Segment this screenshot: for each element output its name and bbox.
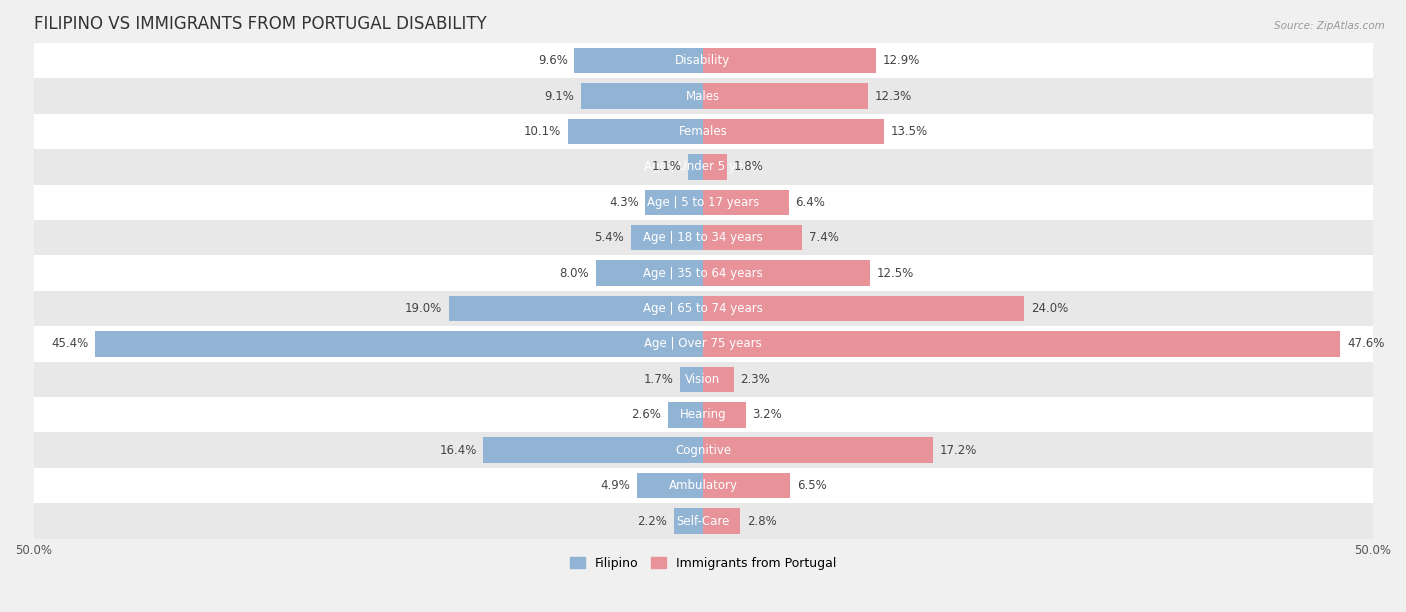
Legend: Filipino, Immigrants from Portugal: Filipino, Immigrants from Portugal [565, 551, 841, 575]
Bar [34, 433, 1372, 468]
Bar [34, 220, 1372, 255]
Text: 2.8%: 2.8% [747, 515, 778, 528]
Bar [34, 291, 1372, 326]
Text: 9.6%: 9.6% [538, 54, 568, 67]
Bar [703, 260, 870, 286]
Bar [34, 114, 1372, 149]
Text: 19.0%: 19.0% [405, 302, 441, 315]
Bar [34, 503, 1372, 539]
Bar [703, 190, 789, 215]
Bar [34, 255, 1372, 291]
Bar [34, 397, 1372, 433]
Text: 4.9%: 4.9% [600, 479, 631, 492]
Bar [96, 331, 703, 357]
Text: FILIPINO VS IMMIGRANTS FROM PORTUGAL DISABILITY: FILIPINO VS IMMIGRANTS FROM PORTUGAL DIS… [34, 15, 486, 33]
Bar [681, 367, 703, 392]
Bar [34, 468, 1372, 503]
Text: 13.5%: 13.5% [890, 125, 928, 138]
Bar [34, 78, 1372, 114]
Bar [596, 260, 703, 286]
Text: 47.6%: 47.6% [1347, 337, 1385, 351]
Bar [637, 473, 703, 498]
Text: Self-Care: Self-Care [676, 515, 730, 528]
Bar [34, 43, 1372, 78]
Bar [703, 83, 868, 109]
Bar [668, 402, 703, 428]
Bar [703, 367, 734, 392]
Text: 3.2%: 3.2% [752, 408, 782, 421]
Bar [703, 48, 876, 73]
Bar [34, 326, 1372, 362]
Text: 6.5%: 6.5% [797, 479, 827, 492]
Text: Disability: Disability [675, 54, 731, 67]
Text: 7.4%: 7.4% [808, 231, 838, 244]
Bar [703, 438, 934, 463]
Bar [645, 190, 703, 215]
Text: 5.4%: 5.4% [595, 231, 624, 244]
Bar [703, 402, 745, 428]
Text: Males: Males [686, 89, 720, 103]
Text: 10.1%: 10.1% [524, 125, 561, 138]
Text: 4.3%: 4.3% [609, 196, 638, 209]
Bar [34, 362, 1372, 397]
Text: 12.9%: 12.9% [883, 54, 920, 67]
Bar [689, 154, 703, 179]
Text: 16.4%: 16.4% [439, 444, 477, 457]
Text: 24.0%: 24.0% [1031, 302, 1069, 315]
Bar [703, 296, 1025, 321]
Bar [449, 296, 703, 321]
Text: Ambulatory: Ambulatory [668, 479, 738, 492]
Text: Age | Under 5 years: Age | Under 5 years [644, 160, 762, 173]
Bar [575, 48, 703, 73]
Bar [703, 508, 741, 534]
Text: 1.8%: 1.8% [734, 160, 763, 173]
Text: 1.7%: 1.7% [644, 373, 673, 386]
Text: 2.3%: 2.3% [741, 373, 770, 386]
Bar [34, 185, 1372, 220]
Bar [703, 331, 1340, 357]
Bar [581, 83, 703, 109]
Text: Age | 5 to 17 years: Age | 5 to 17 years [647, 196, 759, 209]
Text: Hearing: Hearing [679, 408, 727, 421]
Text: Age | 35 to 64 years: Age | 35 to 64 years [643, 267, 763, 280]
Bar [703, 154, 727, 179]
Text: Vision: Vision [685, 373, 721, 386]
Bar [568, 119, 703, 144]
Text: 1.1%: 1.1% [652, 160, 682, 173]
Text: Females: Females [679, 125, 727, 138]
Text: 6.4%: 6.4% [796, 196, 825, 209]
Text: Age | 18 to 34 years: Age | 18 to 34 years [643, 231, 763, 244]
Text: Cognitive: Cognitive [675, 444, 731, 457]
Text: 12.5%: 12.5% [877, 267, 914, 280]
Text: 9.1%: 9.1% [544, 89, 575, 103]
Text: Age | 65 to 74 years: Age | 65 to 74 years [643, 302, 763, 315]
Text: Age | Over 75 years: Age | Over 75 years [644, 337, 762, 351]
Text: 45.4%: 45.4% [51, 337, 89, 351]
Text: Source: ZipAtlas.com: Source: ZipAtlas.com [1274, 21, 1385, 31]
Text: 17.2%: 17.2% [941, 444, 977, 457]
Bar [34, 149, 1372, 185]
Bar [703, 225, 801, 250]
Text: 8.0%: 8.0% [560, 267, 589, 280]
Bar [673, 508, 703, 534]
Text: 2.2%: 2.2% [637, 515, 666, 528]
Bar [631, 225, 703, 250]
Bar [703, 473, 790, 498]
Text: 12.3%: 12.3% [875, 89, 911, 103]
Bar [703, 119, 884, 144]
Bar [484, 438, 703, 463]
Text: 2.6%: 2.6% [631, 408, 661, 421]
